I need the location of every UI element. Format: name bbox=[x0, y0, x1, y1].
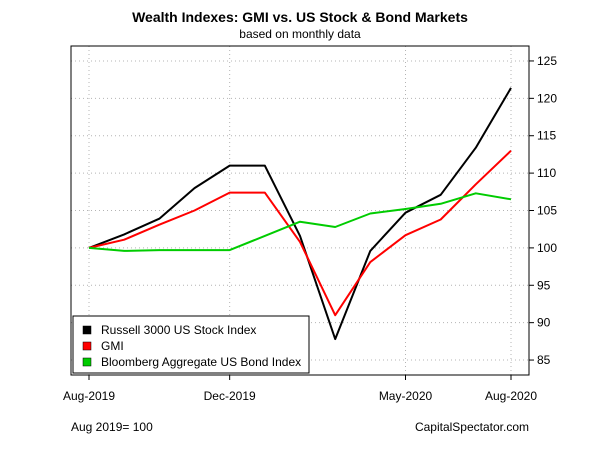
legend-label: Bloomberg Aggregate US Bond Index bbox=[101, 355, 301, 369]
x-tick-label: Aug-2020 bbox=[485, 389, 537, 403]
y-tick-label: 95 bbox=[537, 278, 551, 292]
chart-subtitle: based on monthly data bbox=[239, 27, 361, 41]
x-tick-label: May-2020 bbox=[379, 389, 433, 403]
chart-title: Wealth Indexes: GMI vs. US Stock & Bond … bbox=[132, 9, 468, 25]
source-credit: CapitalSpectator.com bbox=[414, 420, 529, 434]
y-tick-label: 125 bbox=[537, 54, 557, 68]
y-tick-label: 120 bbox=[537, 91, 557, 105]
series-line-0 bbox=[88, 87, 512, 341]
legend-box bbox=[72, 315, 310, 374]
legend-swatch bbox=[82, 341, 92, 351]
y-tick-label: 115 bbox=[537, 129, 556, 143]
base-note: Aug 2019= 100 bbox=[71, 420, 153, 434]
x-tick-label: Aug-2019 bbox=[63, 389, 115, 403]
y-tick-label: 85 bbox=[537, 353, 551, 367]
y-tick-label: 100 bbox=[537, 241, 557, 255]
y-tick-label: 90 bbox=[537, 316, 551, 330]
legend-swatch bbox=[82, 357, 92, 367]
series-line-1 bbox=[88, 149, 512, 317]
series-line-2 bbox=[88, 192, 512, 252]
x-tick-label: Dec-2019 bbox=[204, 389, 256, 403]
y-tick-label: 105 bbox=[537, 204, 557, 218]
y-tick-label: 110 bbox=[537, 166, 556, 180]
legend-label: GMI bbox=[101, 339, 124, 353]
legend-label: Russell 3000 US Stock Index bbox=[101, 323, 256, 337]
legend-swatch bbox=[82, 325, 92, 335]
